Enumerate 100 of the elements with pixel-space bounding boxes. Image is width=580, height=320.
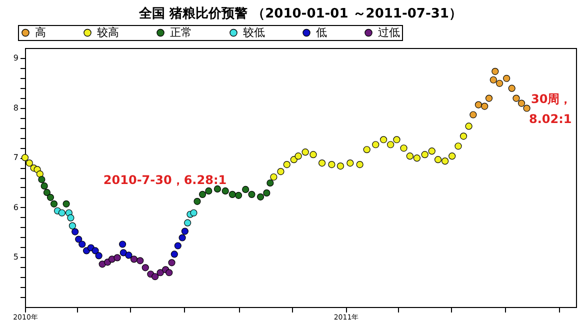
point bbox=[120, 249, 127, 256]
point bbox=[421, 151, 428, 158]
y-tick-label: 9 bbox=[13, 53, 18, 62]
legend-label: 较高 bbox=[97, 26, 119, 39]
point bbox=[481, 102, 488, 110]
point bbox=[508, 84, 516, 92]
point bbox=[26, 160, 33, 167]
point bbox=[485, 94, 493, 102]
point bbox=[156, 269, 164, 276]
point bbox=[214, 185, 221, 192]
point bbox=[75, 236, 82, 243]
point bbox=[263, 189, 270, 196]
point bbox=[36, 170, 44, 178]
point bbox=[302, 148, 309, 156]
point bbox=[166, 269, 173, 276]
point bbox=[442, 158, 449, 165]
point bbox=[256, 193, 264, 200]
point bbox=[512, 94, 520, 102]
point bbox=[248, 190, 256, 198]
point bbox=[190, 209, 198, 216]
point bbox=[235, 192, 242, 199]
point bbox=[387, 141, 394, 148]
point bbox=[62, 200, 70, 208]
point bbox=[400, 144, 408, 152]
point bbox=[92, 247, 99, 254]
point bbox=[490, 76, 497, 84]
point bbox=[184, 219, 192, 226]
point bbox=[328, 161, 336, 168]
point bbox=[194, 198, 201, 205]
annotation: 30周， bbox=[531, 92, 572, 106]
point bbox=[58, 209, 66, 216]
point bbox=[372, 141, 380, 148]
point bbox=[448, 152, 456, 160]
point bbox=[228, 190, 236, 198]
point bbox=[496, 80, 504, 87]
point bbox=[503, 74, 510, 82]
point bbox=[242, 186, 250, 193]
point bbox=[142, 264, 149, 272]
point bbox=[406, 152, 414, 160]
point bbox=[310, 151, 317, 158]
legend-label: 较低 bbox=[243, 26, 265, 39]
point bbox=[50, 200, 58, 208]
y-tick-label: 5 bbox=[13, 252, 18, 262]
point bbox=[518, 100, 526, 107]
point bbox=[95, 252, 102, 260]
y-tick-label: 7 bbox=[13, 153, 18, 162]
y-tick-label: 8 bbox=[13, 103, 18, 112]
legend-label: 高 bbox=[35, 26, 46, 39]
point bbox=[174, 242, 182, 250]
point bbox=[72, 228, 79, 236]
annotation: 2010-7-30，6.28:1 bbox=[103, 173, 227, 187]
point bbox=[198, 190, 206, 198]
point bbox=[294, 152, 302, 160]
point bbox=[43, 188, 51, 196]
point bbox=[67, 214, 74, 222]
point bbox=[40, 182, 48, 190]
point bbox=[523, 104, 530, 112]
point bbox=[470, 111, 477, 118]
point bbox=[460, 132, 468, 140]
point bbox=[283, 161, 290, 168]
point bbox=[178, 234, 186, 242]
point bbox=[346, 160, 354, 167]
point bbox=[465, 122, 472, 130]
point bbox=[152, 273, 159, 280]
chart-title: 全国 猪粮比价预警 （2010-01-01 ～2011-07-31） bbox=[138, 6, 462, 22]
point bbox=[78, 240, 86, 248]
point bbox=[168, 259, 176, 266]
point bbox=[413, 154, 420, 162]
point bbox=[38, 176, 46, 184]
point bbox=[205, 187, 212, 194]
point bbox=[130, 256, 138, 263]
point bbox=[380, 136, 388, 144]
point bbox=[434, 156, 442, 164]
legend-label: 过低 bbox=[378, 26, 400, 39]
point bbox=[393, 136, 400, 144]
point bbox=[114, 254, 121, 262]
legend-label: 正常 bbox=[170, 26, 192, 39]
point bbox=[277, 168, 284, 176]
point bbox=[270, 173, 278, 181]
point bbox=[125, 252, 132, 259]
point bbox=[170, 250, 178, 258]
annotation: 8.02:1 bbox=[529, 112, 572, 126]
point bbox=[136, 257, 144, 264]
point bbox=[454, 142, 462, 150]
point bbox=[46, 194, 54, 201]
point bbox=[181, 228, 188, 235]
point bbox=[68, 222, 76, 230]
legend-label: 低 bbox=[316, 26, 327, 39]
point bbox=[266, 179, 274, 187]
point bbox=[492, 68, 499, 75]
point bbox=[356, 161, 364, 168]
point bbox=[428, 148, 436, 155]
point bbox=[119, 240, 126, 248]
point bbox=[21, 154, 29, 162]
point bbox=[336, 162, 344, 170]
point bbox=[474, 101, 482, 108]
point bbox=[363, 146, 370, 154]
point bbox=[222, 187, 229, 194]
y-tick-label: 6 bbox=[13, 202, 18, 212]
point bbox=[318, 160, 326, 167]
